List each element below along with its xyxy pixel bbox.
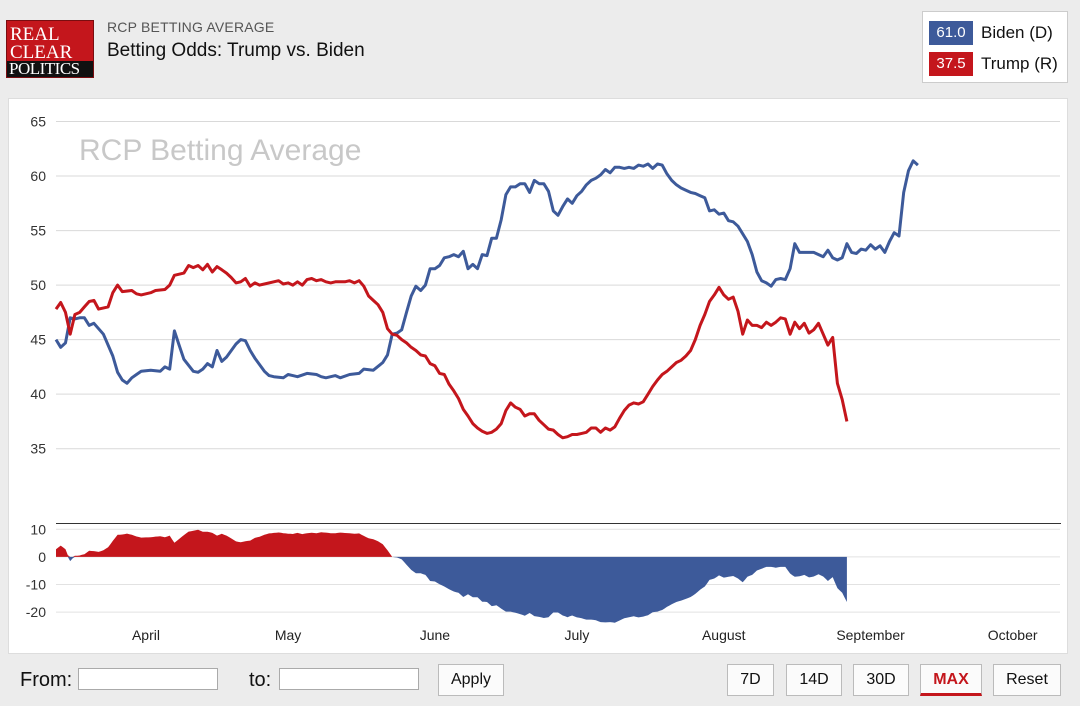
spread-area-trump [56,529,847,557]
y-tick-label: 45 [30,332,46,348]
chart-panel: 65 60 55 50 45 40 35 RCP Betting Average 10 0 -10 -… [8,98,1068,654]
x-month-label: May [275,627,301,643]
header: REAL CLEAR POLITICS RCP BETTING AVERAGE … [0,0,1080,96]
x-month-label: August [702,627,746,643]
y-tick-label: 60 [30,168,46,184]
y-tick-label: 35 [30,441,46,457]
logo-line-2: CLEAR [10,42,73,63]
y-tick-label: 65 [30,114,46,130]
x-month-label: June [420,627,451,643]
date-range-bar: From: to: Apply 7D 14D 30D MAX Reset [0,656,1080,706]
legend-value-biden: 61.0 [929,21,973,45]
x-month-label: September [836,627,905,643]
logo-line-3: POLITICS [7,60,93,77]
chart-svg[interactable]: 65 60 55 50 45 40 35 RCP Betting Average 10 0 -10 -… [9,99,1069,655]
spread-area-biden [56,556,847,623]
legend-name-biden: Biden (D) [981,23,1053,42]
spread-y-tick-label: -20 [26,604,46,620]
from-label: From: [20,669,73,691]
y-tick-label: 40 [30,386,46,402]
to-label: to: [249,669,272,691]
legend-name-trump: Trump (R) [981,54,1058,73]
spread-y-tick-label: 10 [30,521,46,537]
x-month-label: April [132,627,160,643]
chart-title: Betting Odds: Trump vs. Biden [107,40,365,61]
reset-button[interactable]: Reset [993,664,1061,696]
chart-subtitle: RCP BETTING AVERAGE [107,19,275,35]
range-14d-button[interactable]: 14D [786,664,842,696]
chart-watermark-title: RCP Betting Average [79,134,361,167]
range-30d-button[interactable]: 30D [853,664,909,696]
x-month-label: July [564,627,589,643]
legend-item-biden[interactable]: 61.0 Biden (D) [929,21,1053,45]
spread-y-tick-label: -10 [26,577,46,593]
legend-value-trump: 37.5 [929,52,973,76]
legend-item-trump[interactable]: 37.5 Trump (R) [929,52,1058,76]
x-month-label: October [988,627,1038,643]
range-7d-button[interactable]: 7D [727,664,774,696]
rcp-logo[interactable]: REAL CLEAR POLITICS [6,20,94,78]
legend: 61.0 Biden (D) 37.5 Trump (R) [922,11,1068,83]
y-tick-label: 55 [30,223,46,239]
trump-series-line [54,262,849,440]
from-date-input[interactable] [78,668,218,690]
to-date-input[interactable] [279,668,419,690]
logo-line-1: REAL [10,24,60,45]
biden-series-line [54,159,919,385]
y-tick-label: 50 [30,277,46,293]
apply-button[interactable]: Apply [438,664,504,696]
range-max-button[interactable]: MAX [920,664,982,696]
spread-y-tick-label: 0 [38,549,46,565]
